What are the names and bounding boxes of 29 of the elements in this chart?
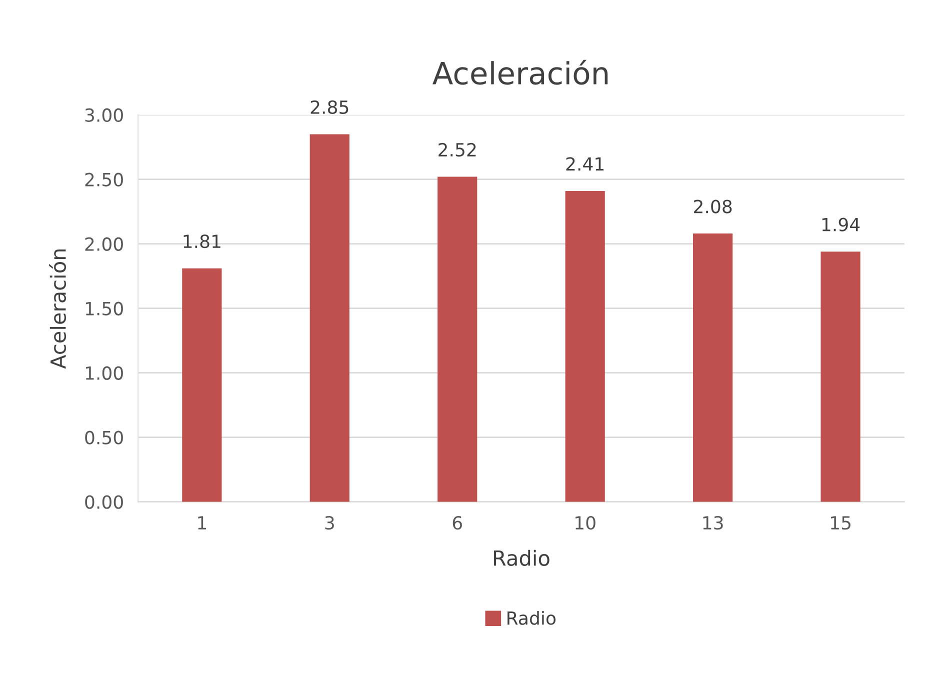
y-tick-label: 2.50 <box>85 172 123 186</box>
x-tick-label: 6 <box>452 516 462 530</box>
data-label: 2.85 <box>310 100 348 114</box>
bar <box>565 190 605 502</box>
x-tick-label: 13 <box>703 516 723 530</box>
x-tick-label: 3 <box>325 516 334 530</box>
data-label: 2.08 <box>694 200 732 214</box>
y-tick-label: 1.50 <box>86 302 123 316</box>
y-tick-label: 0.00 <box>85 495 123 509</box>
y-axis-title: Aceleración <box>49 249 66 369</box>
x-axis-title: Radio <box>494 550 550 566</box>
bar <box>310 134 350 502</box>
bar <box>182 268 222 502</box>
data-label: 2.41 <box>566 157 604 171</box>
y-tick-label: 0.50 <box>85 430 123 444</box>
y-tick-label: 2.00 <box>85 237 123 251</box>
y-tick-label: 3.00 <box>85 108 123 122</box>
data-label: 1.94 <box>822 218 860 232</box>
data-label: 1.81 <box>184 234 220 248</box>
x-tick-label: 1 <box>198 516 206 530</box>
bar <box>438 176 478 502</box>
x-tick-label: 15 <box>831 516 850 530</box>
x-tick-label: 10 <box>576 516 596 530</box>
data-label: 2.52 <box>438 142 476 157</box>
y-tick-label: 1.00 <box>86 366 123 380</box>
legend-label: Radio <box>508 610 556 625</box>
bar <box>820 252 860 502</box>
bar <box>693 234 733 502</box>
chart-title: Aceleración <box>432 60 608 85</box>
